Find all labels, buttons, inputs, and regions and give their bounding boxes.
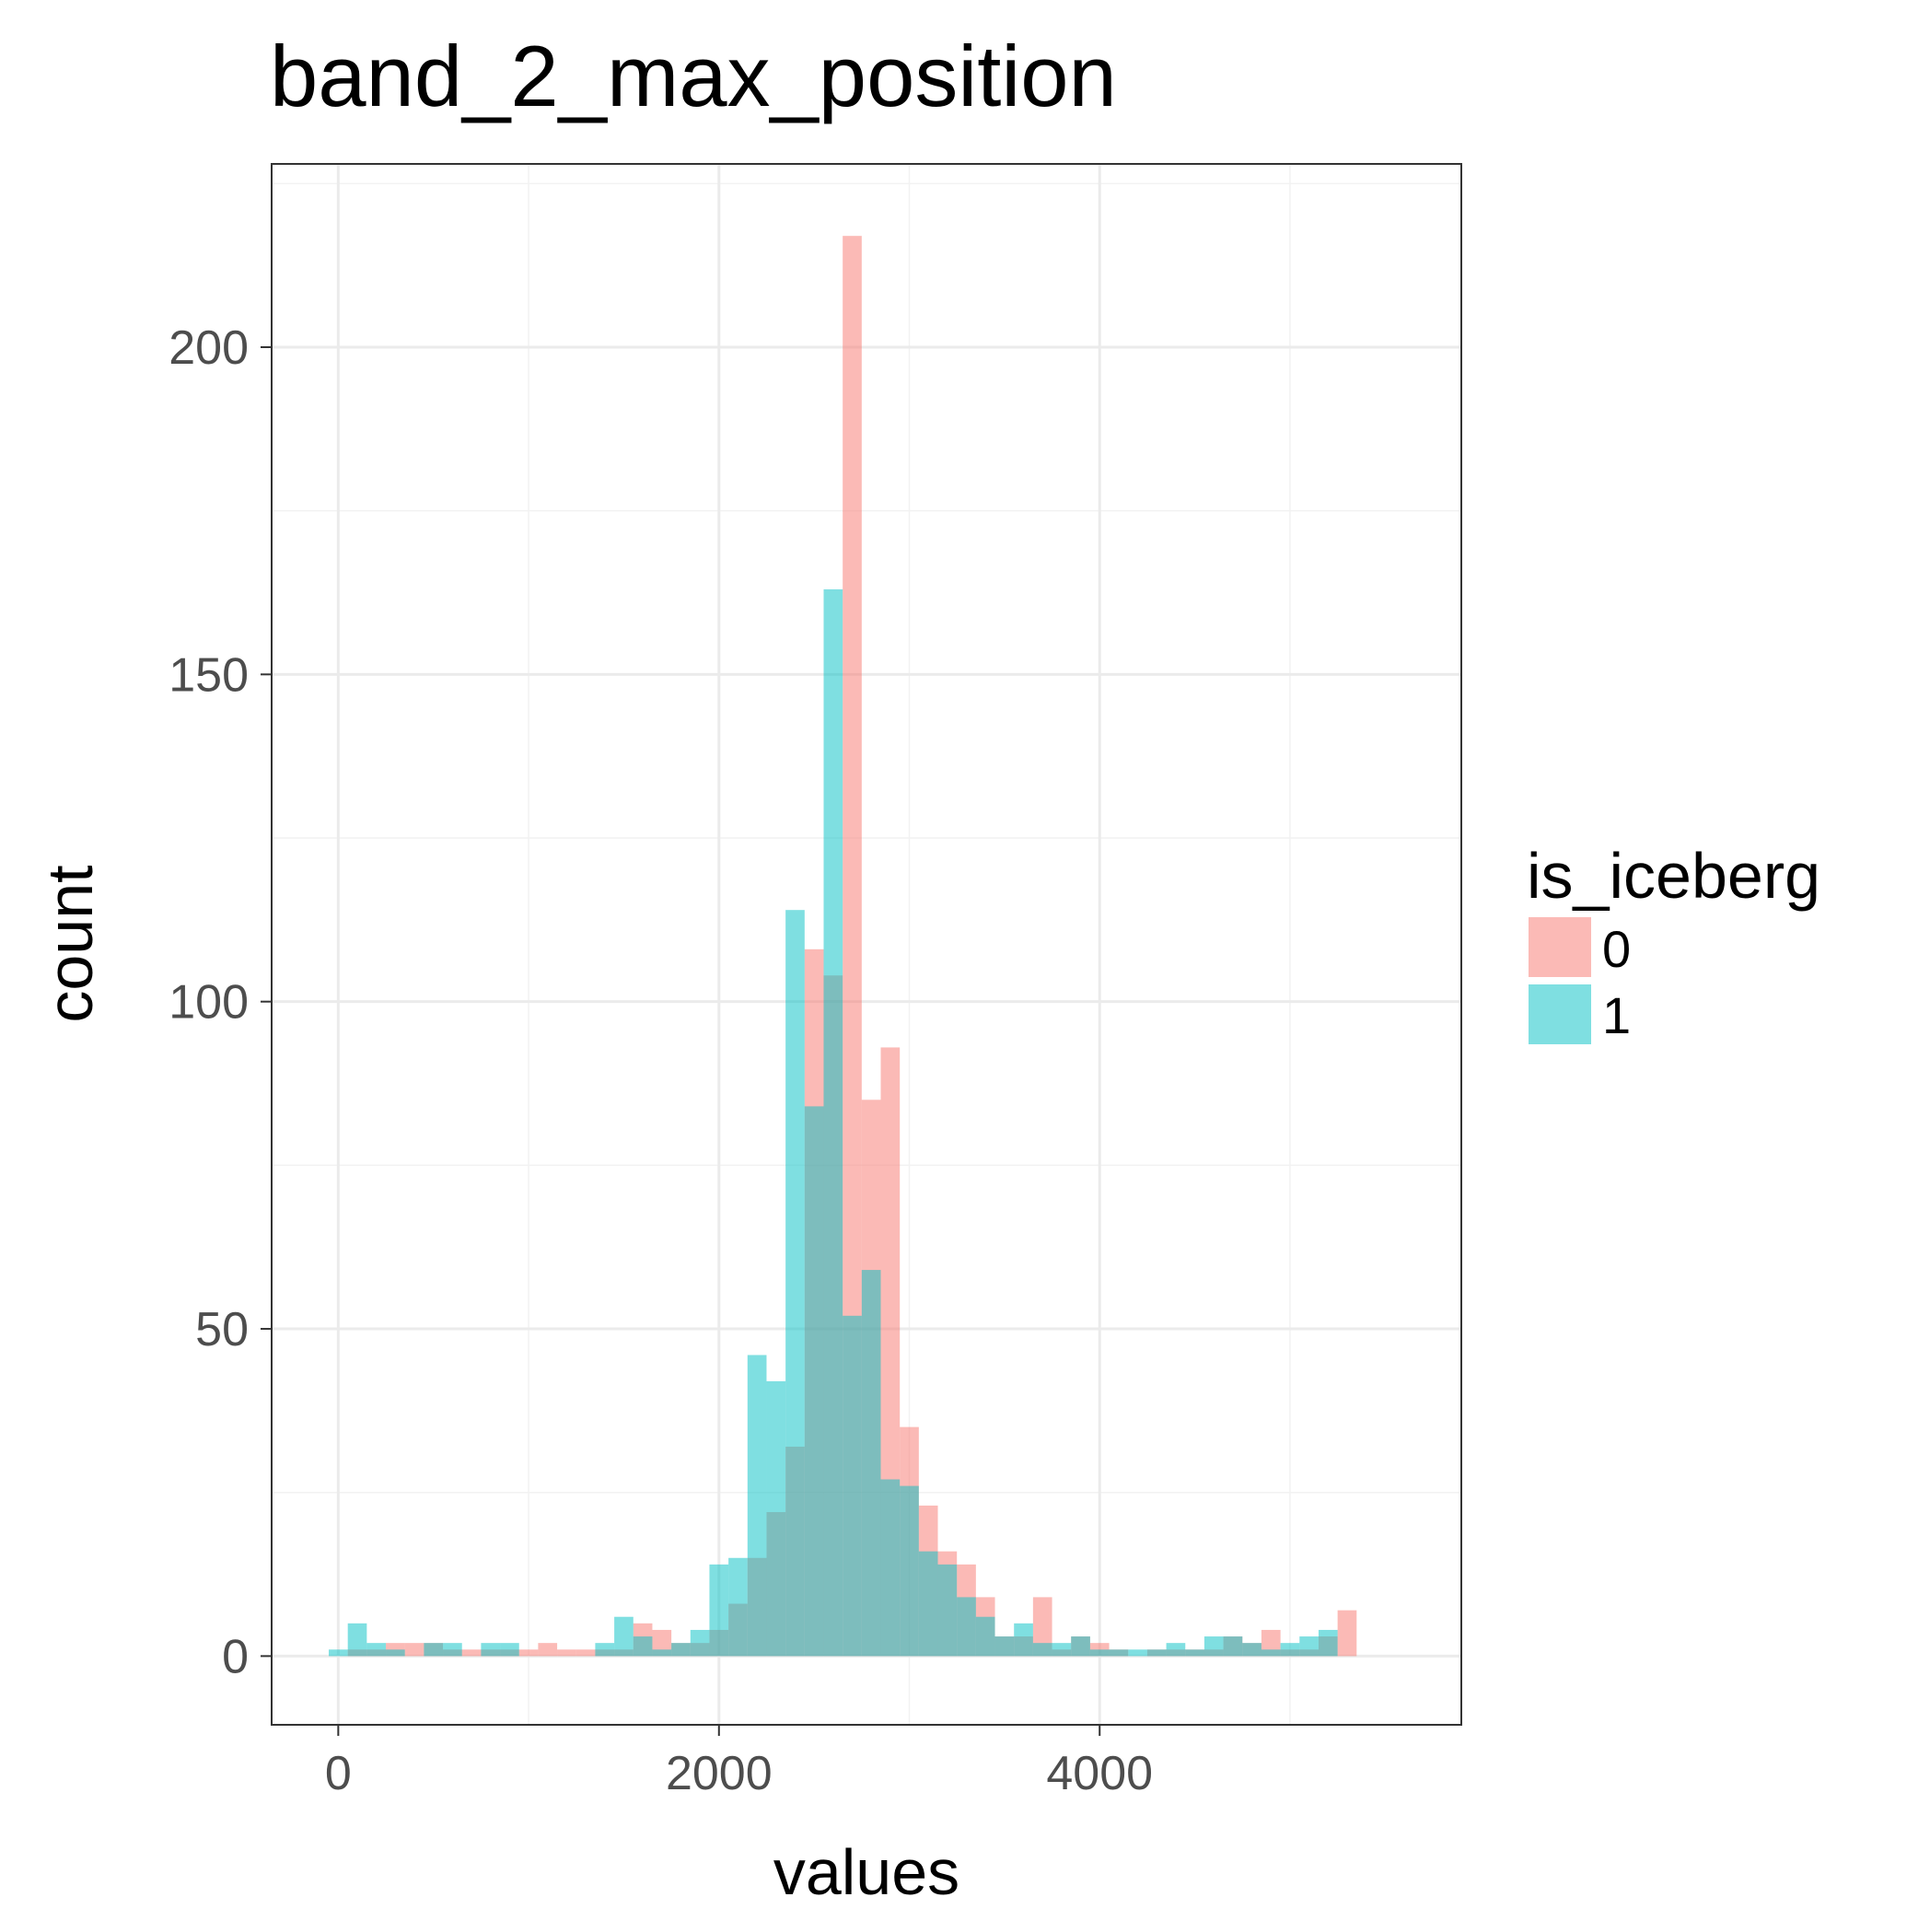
y-tick-label: 100 (169, 976, 249, 1030)
y-tick-label: 200 (169, 321, 249, 375)
bar-series-0 (1032, 1597, 1052, 1657)
bar-series-0 (538, 1643, 558, 1657)
bar-series-1 (1318, 1629, 1338, 1657)
bar-series-1 (843, 1315, 862, 1657)
bar-series-1 (1109, 1649, 1129, 1657)
bar-series-1 (1242, 1643, 1261, 1657)
bar-series-1 (652, 1649, 672, 1657)
bar-series-1 (861, 1270, 881, 1657)
bar-series-1 (1280, 1643, 1300, 1657)
bar-series-1 (424, 1643, 444, 1657)
bar-series-0 (404, 1643, 424, 1657)
legend: is_iceberg 0 1 (1527, 840, 1820, 1044)
x-axis-title: values (773, 1836, 959, 1908)
bar-series-1 (823, 588, 843, 1657)
legend-label-0: 0 (1602, 920, 1631, 978)
bar-series-1 (785, 910, 805, 1657)
x-tick-label: 2000 (666, 1747, 773, 1800)
bar-series-1 (500, 1643, 519, 1657)
x-tick-label: 4000 (1046, 1747, 1153, 1800)
plot-border (271, 163, 1462, 1726)
bar-series-1 (690, 1629, 710, 1657)
bar-series-1 (1146, 1649, 1167, 1657)
bar-series-0 (843, 236, 862, 1657)
bar-series-1 (386, 1649, 405, 1657)
axis-ticks: 0 2000 4000 0 50 100 150 200 (169, 321, 1153, 1800)
bar-series-0 (461, 1649, 482, 1657)
bar-series-0 (1337, 1610, 1357, 1657)
bar-series-1 (1166, 1643, 1186, 1657)
bar-series-1 (880, 1479, 901, 1657)
bar-series-1 (1185, 1649, 1204, 1657)
bar-series-1 (595, 1643, 615, 1657)
y-tick-label: 150 (169, 648, 249, 702)
bar-series-0 (557, 1649, 576, 1657)
bar-series-1 (633, 1636, 653, 1657)
legend-swatch-1 (1529, 984, 1591, 1044)
legend-swatch-0 (1529, 917, 1591, 977)
bar-series-1 (900, 1485, 919, 1657)
chart-title: band_2_max_position (270, 28, 1117, 124)
bar-series-1 (1299, 1636, 1319, 1657)
y-tick-label: 50 (195, 1303, 249, 1356)
bar-series-1 (747, 1355, 767, 1657)
bar-series-1 (481, 1643, 501, 1657)
bar-series-1 (1203, 1636, 1224, 1657)
bar-series-1 (766, 1380, 786, 1657)
bar-series-1 (1032, 1643, 1052, 1657)
bar-series-1 (443, 1643, 462, 1657)
bar-series-1 (1071, 1636, 1090, 1657)
legend-label-1: 1 (1602, 986, 1631, 1044)
bar-series-1 (366, 1643, 387, 1657)
legend-title: is_iceberg (1527, 840, 1820, 912)
bar-series-1 (1261, 1649, 1281, 1657)
bar-series-1 (937, 1564, 958, 1657)
bar-series-1 (1089, 1649, 1110, 1657)
bar-series-1 (918, 1551, 938, 1657)
bar-series-1 (347, 1623, 367, 1657)
bar-series-1 (728, 1557, 748, 1657)
bar-series-1 (804, 1106, 824, 1657)
bar-series-1 (957, 1597, 976, 1657)
bar-series-1 (329, 1649, 348, 1657)
bar-series-1 (975, 1616, 995, 1657)
bar-series-1 (1014, 1623, 1033, 1657)
bar-series-0 (576, 1649, 596, 1657)
y-tick-label: 0 (222, 1630, 249, 1683)
bar-series-1 (614, 1616, 634, 1657)
x-tick-label: 0 (325, 1747, 352, 1800)
y-axis-title: count (34, 865, 106, 1022)
bar-series-1 (671, 1643, 691, 1657)
histogram-bars (329, 236, 1357, 1657)
bar-series-1 (994, 1636, 1015, 1657)
bar-series-1 (709, 1564, 729, 1657)
bar-series-1 (1128, 1649, 1147, 1657)
bar-series-0 (518, 1649, 539, 1657)
grid-lines (272, 164, 1461, 1725)
bar-series-1 (1223, 1636, 1243, 1657)
bar-series-1 (1052, 1643, 1072, 1657)
